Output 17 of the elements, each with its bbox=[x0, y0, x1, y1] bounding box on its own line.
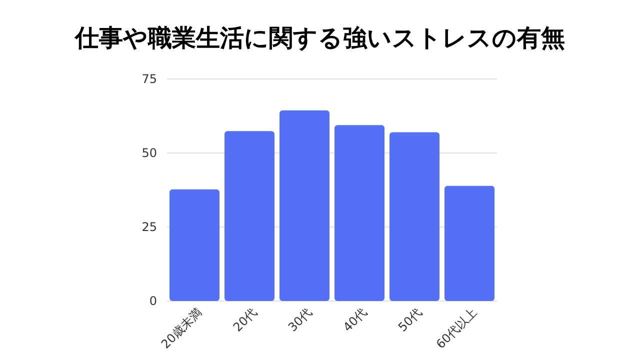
x-tick-label: 30代 bbox=[285, 305, 315, 334]
y-tick-label: 0 bbox=[149, 294, 157, 308]
y-tick-label: 75 bbox=[142, 72, 157, 86]
x-tick-label: 60代以上 bbox=[433, 305, 480, 352]
chart-title: 仕事や職業生活に関する強いストレスの有無 bbox=[74, 24, 565, 52]
x-tick-label: 50代 bbox=[395, 305, 425, 334]
bar bbox=[224, 131, 274, 301]
x-tick-label: 20代 bbox=[230, 305, 260, 334]
x-tick-label: 40代 bbox=[340, 305, 370, 334]
bar bbox=[280, 110, 330, 301]
y-tick-label: 25 bbox=[142, 220, 157, 234]
y-tick-label: 50 bbox=[142, 146, 157, 160]
bar bbox=[444, 186, 494, 301]
bar bbox=[334, 125, 384, 301]
bar bbox=[170, 189, 220, 301]
x-tick-label: 20歳未満 bbox=[158, 305, 205, 352]
bar bbox=[390, 132, 440, 301]
